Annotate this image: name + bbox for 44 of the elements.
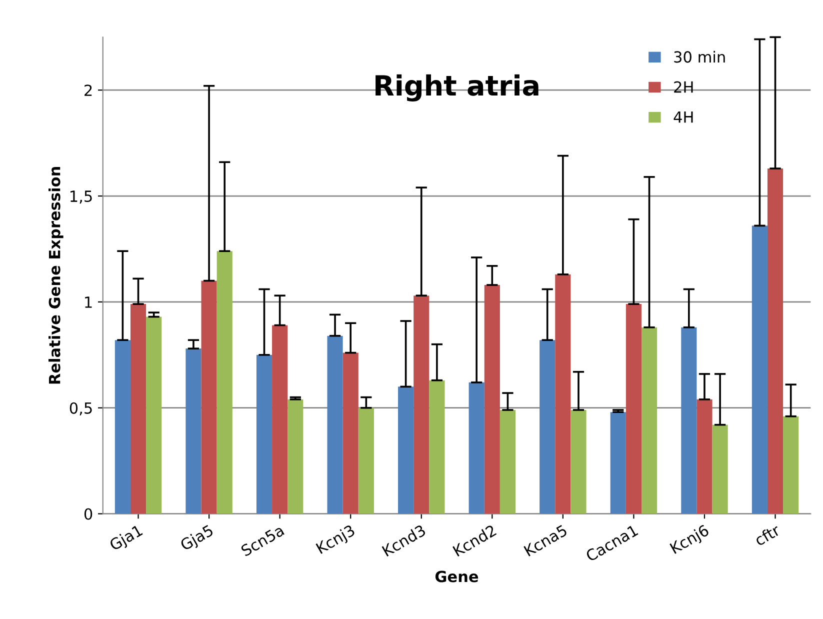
bar [146, 316, 162, 514]
bar [484, 284, 500, 514]
bar [201, 280, 217, 514]
bar [272, 325, 288, 514]
y-tick-label: 2 [84, 84, 92, 96]
bar [130, 304, 146, 514]
bar [342, 352, 358, 514]
text: Right atria [376, 74, 538, 102]
bar [696, 399, 712, 514]
bar [570, 410, 586, 514]
legend-label: 4H [674, 111, 693, 123]
bar [500, 410, 516, 514]
y-tick-label: 1,5 [70, 190, 92, 204]
bar [216, 251, 232, 514]
y-axis-title: Relative Gene Expression [48, 167, 64, 384]
bar [555, 274, 571, 514]
x-tick-label: Gja5 [179, 524, 216, 554]
bar [712, 424, 728, 514]
legend-label: 2H [674, 81, 693, 93]
y-tick-label: 0,5 [70, 402, 92, 416]
bar [540, 340, 556, 514]
bar [610, 412, 626, 514]
bar [681, 327, 697, 514]
x-axis-title: Gene [435, 570, 478, 582]
bar [468, 382, 484, 514]
bar [414, 296, 430, 514]
x-tick-label: Gja1 [108, 524, 144, 554]
x-tick-label: cftr [754, 523, 782, 546]
bar [398, 386, 414, 514]
bar [327, 336, 343, 514]
bar [626, 304, 642, 514]
bar [429, 380, 445, 514]
bar [114, 340, 130, 514]
y-tick-label: 1 [85, 296, 92, 308]
bar [783, 416, 799, 514]
bar [358, 408, 374, 514]
y-tick-label: 0 [84, 508, 92, 520]
bar [752, 226, 768, 514]
bar [767, 168, 784, 514]
bar [288, 399, 304, 514]
bar [186, 348, 202, 514]
bar [641, 327, 658, 514]
legend-label: 30 min [674, 50, 725, 63]
bar [256, 354, 272, 514]
